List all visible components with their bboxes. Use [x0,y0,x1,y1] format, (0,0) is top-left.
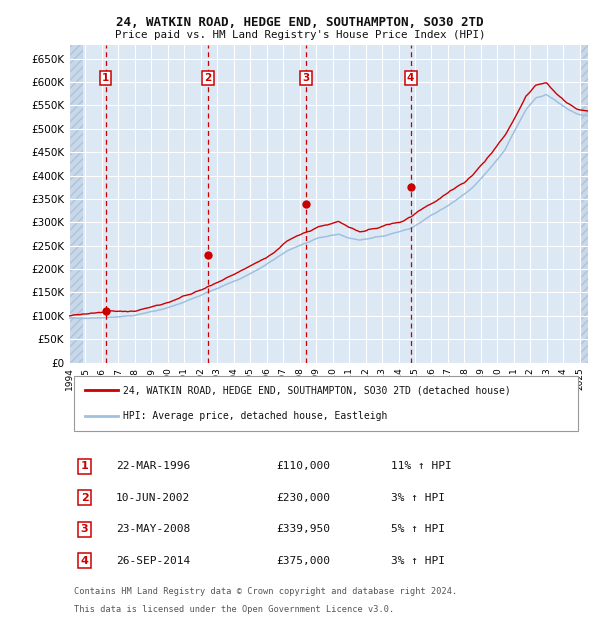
Text: 3% ↑ HPI: 3% ↑ HPI [391,556,445,566]
Text: 5% ↑ HPI: 5% ↑ HPI [391,525,445,534]
Text: 22-MAR-1996: 22-MAR-1996 [116,461,190,471]
Text: 3% ↑ HPI: 3% ↑ HPI [391,493,445,503]
Text: Price paid vs. HM Land Registry's House Price Index (HPI): Price paid vs. HM Land Registry's House … [115,30,485,40]
Text: 26-SEP-2014: 26-SEP-2014 [116,556,190,566]
Text: 3: 3 [302,73,310,83]
Text: 24, WATKIN ROAD, HEDGE END, SOUTHAMPTON, SO30 2TD (detached house): 24, WATKIN ROAD, HEDGE END, SOUTHAMPTON,… [124,385,511,395]
Text: £375,000: £375,000 [277,556,331,566]
Text: 1: 1 [102,73,109,83]
Text: 1: 1 [80,461,88,471]
Text: £230,000: £230,000 [277,493,331,503]
Text: This data is licensed under the Open Government Licence v3.0.: This data is licensed under the Open Gov… [74,605,394,614]
Bar [69,45,83,363]
Bar [581,45,589,363]
Text: 2: 2 [80,493,88,503]
Text: £339,950: £339,950 [277,525,331,534]
Text: HPI: Average price, detached house, Eastleigh: HPI: Average price, detached house, East… [124,411,388,422]
Text: Contains HM Land Registry data © Crown copyright and database right 2024.: Contains HM Land Registry data © Crown c… [74,587,457,596]
FancyBboxPatch shape [74,376,578,431]
Text: 3: 3 [81,525,88,534]
Text: 23-MAY-2008: 23-MAY-2008 [116,525,190,534]
Text: 24, WATKIN ROAD, HEDGE END, SOUTHAMPTON, SO30 2TD: 24, WATKIN ROAD, HEDGE END, SOUTHAMPTON,… [116,16,484,29]
Text: 4: 4 [407,73,414,83]
Text: 10-JUN-2002: 10-JUN-2002 [116,493,190,503]
Text: £110,000: £110,000 [277,461,331,471]
Text: 4: 4 [80,556,89,566]
Text: 2: 2 [205,73,212,83]
Text: 11% ↑ HPI: 11% ↑ HPI [391,461,452,471]
